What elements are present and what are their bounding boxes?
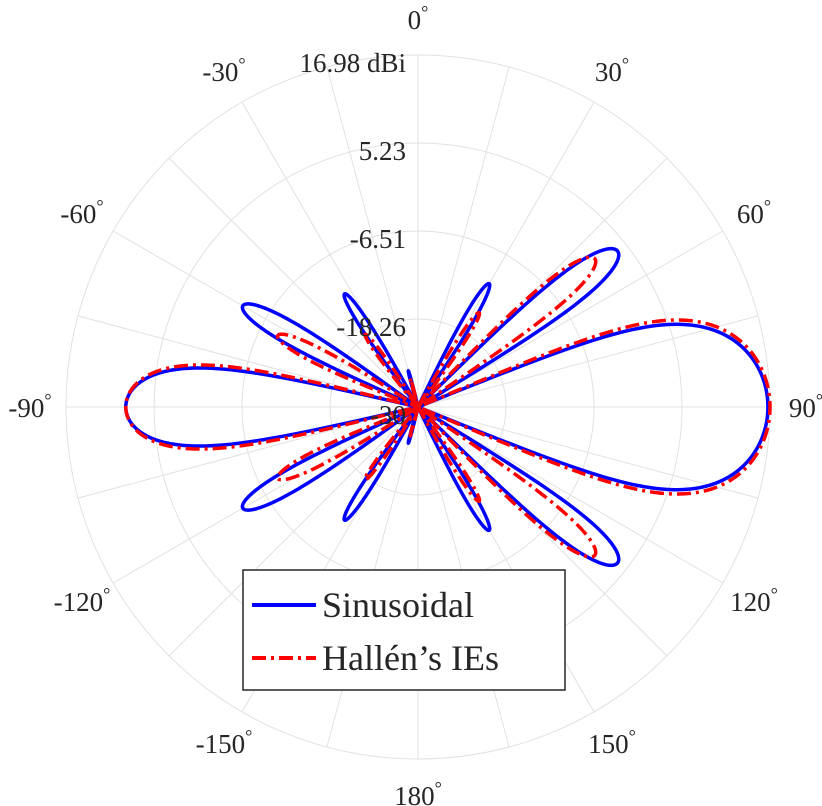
angle-tick-label: 60° bbox=[737, 196, 771, 229]
angular-grid-line bbox=[168, 157, 419, 408]
angle-tick-label: -150° bbox=[196, 726, 253, 759]
angle-tick-label: -30° bbox=[202, 54, 245, 87]
radial-tick-label: -6.51 bbox=[350, 224, 406, 254]
angle-tick-label: 150° bbox=[588, 726, 636, 759]
angular-grid-line bbox=[77, 406, 419, 499]
angle-tick-label: 30° bbox=[595, 54, 629, 87]
angular-grid-line bbox=[112, 406, 419, 584]
angle-tick-label: 90° bbox=[789, 390, 822, 423]
angular-grid-line bbox=[417, 230, 724, 408]
angle-tick-label: 120° bbox=[730, 584, 778, 617]
radial-tick-label: -18.26 bbox=[336, 312, 406, 342]
radial-tick-label: 5.23 bbox=[359, 136, 406, 166]
angle-tick-label: -120° bbox=[54, 584, 111, 617]
pattern-series bbox=[124, 246, 772, 568]
angular-grid-line bbox=[112, 230, 419, 408]
angular-grid-line bbox=[326, 66, 419, 408]
legend-box bbox=[242, 569, 566, 691]
angle-tick-label: -90° bbox=[8, 390, 51, 423]
radial-tick-label: 16.98 dBi bbox=[299, 48, 406, 78]
angle-tick-label: 180° bbox=[394, 778, 442, 806]
legend-label-hallen: Hallén’s IEs bbox=[322, 638, 499, 678]
angular-grid-line bbox=[417, 101, 595, 408]
legend: Sinusoidal Hallén’s IEs bbox=[242, 569, 566, 691]
angular-grid-line bbox=[417, 406, 759, 499]
radial-tick-label: -30 bbox=[370, 400, 406, 430]
legend-label-sinusoidal: Sinusoidal bbox=[322, 585, 474, 625]
angular-grid-line bbox=[417, 406, 724, 584]
series-line-sinusoidal bbox=[124, 246, 770, 568]
radial-tick-labels: -30 -18.26 -6.51 5.23 16.98 dBi bbox=[299, 48, 406, 430]
angular-grid-line bbox=[417, 315, 759, 408]
series-line-hallen bbox=[124, 255, 772, 559]
angular-grid-line bbox=[417, 66, 510, 408]
angle-tick-label: 0° bbox=[408, 2, 429, 35]
angular-grid-line bbox=[168, 406, 419, 657]
angle-tick-label: -60° bbox=[60, 196, 103, 229]
